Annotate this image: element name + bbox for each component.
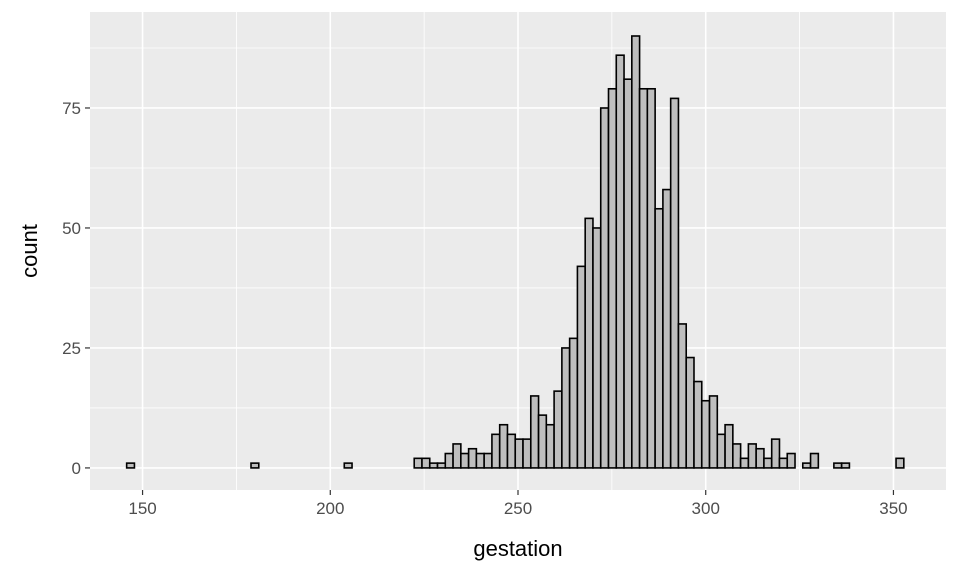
histogram-bar — [646, 87, 656, 469]
histogram-bar — [739, 457, 750, 469]
histogram-bar — [491, 433, 501, 469]
x-axis-title: gestation — [473, 536, 562, 561]
histogram-bar — [529, 395, 540, 469]
histogram-bar — [755, 447, 765, 469]
y-tick-label: 50 — [62, 219, 81, 238]
x-axis-ticks: 150 200 250 300 350 — [128, 490, 908, 518]
histogram-bar — [833, 462, 843, 469]
y-axis-ticks: 0 25 50 75 — [62, 99, 90, 478]
histogram-bar — [763, 457, 773, 469]
histogram-bar — [685, 356, 695, 469]
histogram-bar — [545, 423, 555, 469]
histogram-bar — [693, 380, 703, 469]
histogram-bar — [801, 462, 812, 469]
histogram-bar — [250, 462, 260, 469]
histogram-bar — [623, 78, 633, 469]
histogram-bar — [467, 447, 478, 469]
histogram-bar — [669, 97, 680, 469]
x-tick-label: 300 — [692, 499, 720, 518]
histogram-bar — [460, 452, 470, 469]
histogram-bar — [584, 217, 594, 469]
histogram-bar — [607, 87, 618, 469]
histogram-bar — [498, 423, 509, 469]
histogram-bar — [654, 207, 664, 469]
histogram-bar — [615, 54, 625, 469]
histogram-bar — [724, 423, 734, 469]
histogram-bar — [576, 265, 586, 469]
histogram-bar — [716, 433, 726, 469]
y-tick-label: 75 — [62, 99, 81, 118]
histogram-bar — [522, 438, 532, 469]
histogram-bar — [747, 443, 757, 469]
histogram-bar — [444, 452, 454, 469]
x-tick-label: 350 — [879, 499, 907, 518]
histogram-bar — [428, 462, 439, 469]
histogram-bar — [421, 457, 431, 469]
histogram-bar — [662, 188, 672, 469]
histogram-bar — [483, 452, 493, 469]
histogram-bar — [840, 462, 851, 469]
histogram-bar — [592, 227, 602, 469]
histogram-bar — [452, 443, 462, 469]
histogram-bar — [436, 462, 447, 469]
histogram-bar — [895, 457, 905, 469]
x-tick-label: 250 — [504, 499, 532, 518]
histogram-bar — [786, 452, 796, 469]
histogram-bar — [770, 438, 781, 469]
y-tick-label: 25 — [62, 339, 81, 358]
histogram-bar — [631, 35, 641, 469]
histogram-bar — [568, 337, 579, 469]
histogram-bar — [475, 452, 485, 469]
histogram-bar — [413, 457, 423, 469]
x-tick-label: 150 — [128, 499, 156, 518]
histogram-bar — [561, 347, 571, 469]
histogram-bar — [537, 414, 548, 469]
y-axis-title: count — [17, 224, 42, 278]
histogram-bar — [514, 438, 524, 469]
histogram-bar — [732, 443, 742, 469]
histogram-bars — [125, 35, 905, 469]
histogram-bar — [343, 462, 353, 469]
y-tick-label: 0 — [72, 459, 81, 478]
histogram-bar — [638, 87, 649, 469]
histogram-bar — [677, 323, 688, 469]
histogram-bar — [125, 462, 136, 469]
histogram-bar — [700, 399, 711, 469]
histogram-bar — [809, 452, 820, 469]
histogram-bar — [599, 107, 610, 469]
histogram-bar — [778, 457, 789, 469]
histogram-bar — [553, 390, 563, 469]
histogram-bar — [506, 433, 517, 469]
x-tick-label: 200 — [316, 499, 344, 518]
histogram-bar — [708, 395, 719, 469]
